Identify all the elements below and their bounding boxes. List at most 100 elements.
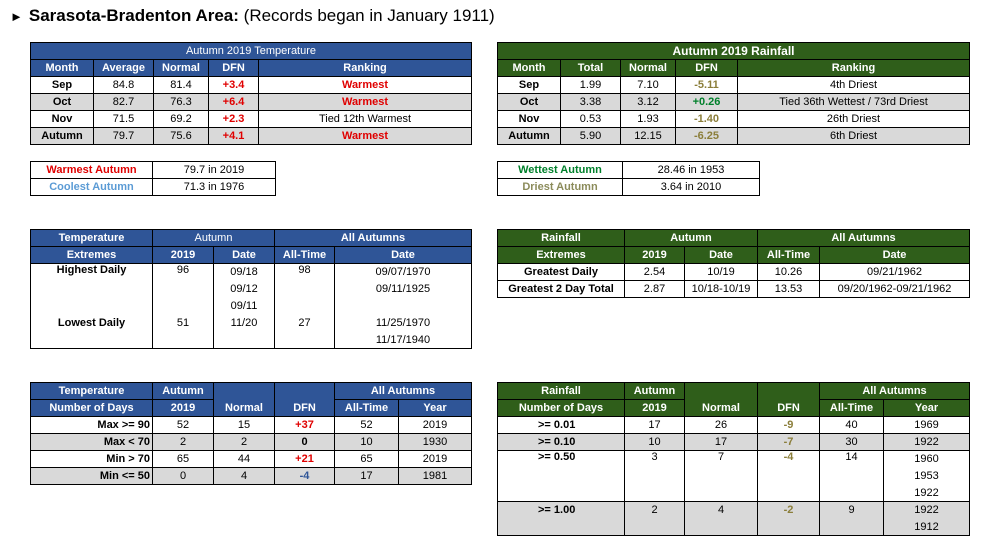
normal-cell: 4 <box>213 467 275 485</box>
dfn-cell: -6.25 <box>675 127 738 145</box>
value-2019: 2.87 <box>624 280 685 298</box>
value-2019: 0 <box>152 467 214 485</box>
column-header: Temperature <box>30 382 153 400</box>
extreme-label: Highest Daily <box>30 263 153 281</box>
ranking-cell: Tied 12th Warmest <box>258 110 472 128</box>
column-header: Normal <box>620 59 676 77</box>
rainfall-monthly-table: Autumn 2019 Rainfall Month Total Normal … <box>497 42 970 145</box>
average-cell: 84.8 <box>93 76 154 94</box>
record-label: Warmest Autumn <box>30 161 153 179</box>
column-header: Average <box>93 59 154 77</box>
value-2019: 65 <box>152 450 214 468</box>
column-header: Number of Days <box>497 399 625 417</box>
alltime-value: 10.26 <box>757 263 821 281</box>
days-label: >= 0.50 <box>497 450 625 468</box>
column-header: Year <box>883 399 970 417</box>
column-header: Normal <box>153 59 209 77</box>
days-label: >= 0.10 <box>497 433 625 451</box>
value-2019: 2 <box>152 433 214 451</box>
column-header: All Autumns <box>757 229 970 247</box>
ranking-cell: Warmest <box>258 76 472 94</box>
alltime-value: 10 <box>334 433 399 451</box>
year-cell: 2019 <box>398 450 472 468</box>
value-2019: 3 <box>624 450 685 468</box>
rainfall-days-table: Rainfall Autumn All Autumns Number of Da… <box>497 382 970 536</box>
record-label: Driest Autumn <box>497 178 623 196</box>
column-header: Month <box>30 59 94 77</box>
normal-cell: 7 <box>684 450 758 468</box>
column-header: Rainfall <box>497 229 625 247</box>
days-label: Min > 70 <box>30 450 153 468</box>
alltime-date: 11/17/1940 <box>334 331 472 349</box>
column-header: Date <box>334 246 472 264</box>
table-row: >= 0.50 3 7 -4 14 1960 <box>497 450 970 468</box>
temperature-days-table: Temperature Autumn All Autumns Number of… <box>30 382 472 485</box>
normal-cell: 44 <box>213 450 275 468</box>
column-header: Total <box>560 59 621 77</box>
alltime-date: 09/20/1962-09/21/1962 <box>819 280 970 298</box>
table-row: Min <= 50 0 4 -4 17 1981 <box>30 467 472 485</box>
column-header: Year <box>398 399 472 417</box>
extreme-label: Greatest 2 Day Total <box>497 280 625 298</box>
column-header: DFN <box>675 59 738 77</box>
column-header: Normal <box>213 399 275 417</box>
column-header: Temperature <box>30 229 153 247</box>
normal-cell: 15 <box>213 416 275 434</box>
page-subtitle: (Records began in January 1911) <box>243 6 495 25</box>
table-row: >= 0.10 10 17 -7 30 1922 <box>497 433 970 451</box>
year-cell: 1981 <box>398 467 472 485</box>
record-value: 79.7 in 2019 <box>152 161 276 179</box>
column-header: 2019 <box>624 246 685 264</box>
dfn-cell: +4.1 <box>208 127 259 145</box>
table-row: Min > 70 65 44 +21 65 2019 <box>30 450 472 468</box>
days-label: >= 1.00 <box>497 501 625 519</box>
average-cell: 71.5 <box>93 110 154 128</box>
date-cell: 09/11 <box>212 297 276 315</box>
table-row: Sep 84.8 81.4 +3.4 Warmest <box>30 76 472 94</box>
column-header: Ranking <box>258 59 472 77</box>
alltime-value: 98 <box>274 263 336 281</box>
record-value: 28.46 in 1953 <box>622 161 760 179</box>
average-cell: 82.7 <box>93 93 154 111</box>
column-header: Normal <box>684 399 758 417</box>
days-label: Max >= 90 <box>30 416 153 434</box>
table-row: Autumn 79.7 75.6 +4.1 Warmest <box>30 127 472 145</box>
table-row: Oct 3.38 3.12 +0.26 Tied 36th Wettest / … <box>497 93 970 111</box>
normal-cell: 3.12 <box>620 93 676 111</box>
column-header: Autumn <box>152 382 214 400</box>
extreme-label: Lowest Daily <box>30 314 153 332</box>
date-cell: 10/18-10/19 <box>683 280 759 298</box>
year-cell: 1960 <box>883 450 970 468</box>
table-title: Autumn 2019 Temperature <box>30 42 472 60</box>
month-cell: Nov <box>30 110 94 128</box>
record-value: 71.3 in 1976 <box>152 178 276 196</box>
table-row: Autumn 5.90 12.15 -6.25 6th Driest <box>497 127 970 145</box>
column-header: DFN <box>274 399 335 417</box>
table-row: Driest Autumn 3.64 in 2010 <box>497 178 760 196</box>
days-label: Max < 70 <box>30 433 153 451</box>
value-2019: 2.54 <box>624 263 685 281</box>
column-header: All Autumns <box>819 382 970 400</box>
average-cell: 79.7 <box>93 127 154 145</box>
normal-cell: 81.4 <box>153 76 209 94</box>
date-cell: 09/18 <box>212 263 276 281</box>
dfn-cell: +6.4 <box>208 93 259 111</box>
normal-cell: 1.93 <box>620 110 676 128</box>
column-header: DFN <box>757 399 820 417</box>
table-row: Coolest Autumn 71.3 in 1976 <box>30 178 276 196</box>
dfn-cell: +3.4 <box>208 76 259 94</box>
column-header: Autumn <box>624 382 685 400</box>
alltime-value: 30 <box>819 433 884 451</box>
value-2019: 52 <box>152 416 214 434</box>
month-cell: Autumn <box>30 127 94 145</box>
year-cell: 1922 <box>883 501 970 519</box>
alltime-date: 09/11/1925 <box>334 280 472 298</box>
ranking-cell: Warmest <box>258 127 472 145</box>
column-header: Rainfall <box>497 382 625 400</box>
days-label: >= 0.01 <box>497 416 625 434</box>
normal-cell: 26 <box>684 416 758 434</box>
value-2019: 51 <box>152 314 214 332</box>
value-2019: 17 <box>624 416 685 434</box>
column-header: Extremes <box>497 246 625 264</box>
ranking-cell: 6th Driest <box>737 127 970 145</box>
